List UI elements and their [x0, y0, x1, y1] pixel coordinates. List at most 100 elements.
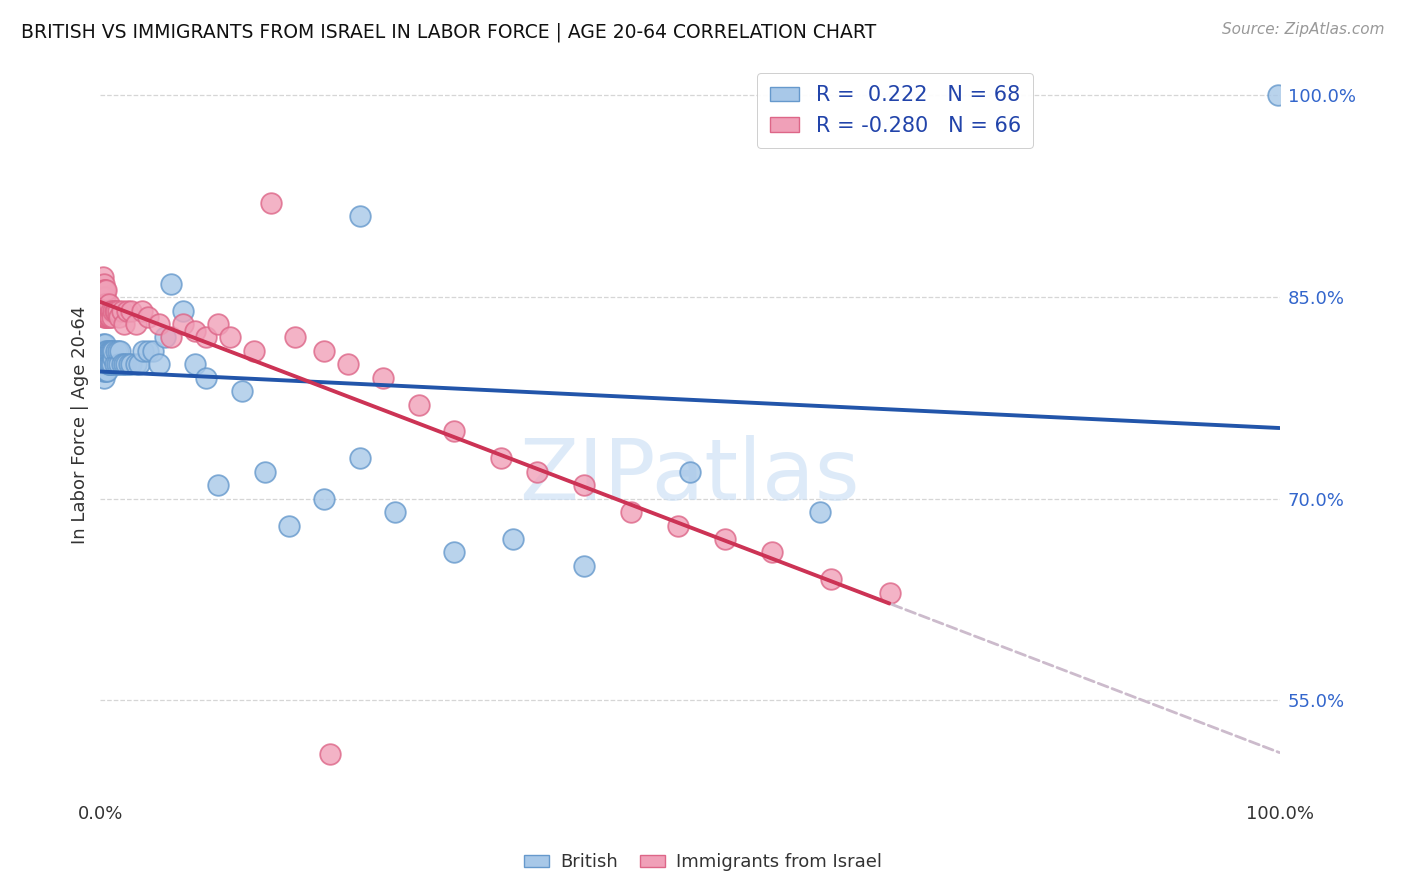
Point [103, 357, 125, 371]
Point [314, 491, 336, 506]
Point [112, 357, 135, 371]
Point [443, 545, 465, 559]
Point [408, 398, 430, 412]
Point [142, 343, 165, 358]
Point [93, 357, 115, 371]
Point [136, 343, 159, 358]
Point [93, 297, 115, 311]
Point [94, 357, 117, 371]
Point [572, 478, 595, 492]
Point [666, 518, 689, 533]
Point [101, 357, 124, 371]
Point [91, 351, 114, 365]
Point [231, 384, 253, 399]
Point [107, 303, 129, 318]
Point [91, 297, 114, 311]
Point [96, 343, 118, 358]
Point [136, 310, 159, 325]
Point [101, 343, 124, 358]
Point [94, 303, 117, 318]
Point [103, 351, 125, 365]
Point [98, 310, 121, 325]
Point [96, 364, 118, 378]
Point [242, 343, 264, 358]
Point [96, 284, 118, 298]
Point [879, 586, 901, 600]
Point [384, 505, 406, 519]
Point [94, 351, 117, 365]
Point [96, 343, 118, 358]
Point [91, 337, 114, 351]
Point [94, 343, 117, 358]
Point [98, 357, 121, 371]
Point [94, 337, 117, 351]
Point [98, 343, 121, 358]
Point [103, 303, 125, 318]
Text: BRITISH VS IMMIGRANTS FROM ISRAEL IN LABOR FORCE | AGE 20-64 CORRELATION CHART: BRITISH VS IMMIGRANTS FROM ISRAEL IN LAB… [21, 22, 876, 42]
Point [679, 465, 702, 479]
Legend: British, Immigrants from Israel: British, Immigrants from Israel [517, 847, 889, 879]
Point [572, 558, 595, 573]
Point [110, 343, 132, 358]
Point [120, 303, 142, 318]
Point [97, 357, 120, 371]
Point [254, 465, 277, 479]
Point [108, 310, 131, 325]
Point [105, 357, 128, 371]
Point [502, 532, 524, 546]
Point [91, 364, 114, 378]
Point [96, 351, 118, 365]
Point [93, 357, 115, 371]
Point [808, 505, 831, 519]
Point [90, 343, 112, 358]
Point [96, 303, 118, 318]
Point [284, 330, 307, 344]
Point [195, 370, 218, 384]
Point [90, 357, 112, 371]
Point [336, 357, 359, 371]
Point [97, 310, 120, 325]
Legend: R =  0.222   N = 68, R = -0.280   N = 66: R = 0.222 N = 68, R = -0.280 N = 66 [758, 73, 1033, 148]
Text: Source: ZipAtlas.com: Source: ZipAtlas.com [1222, 22, 1385, 37]
Point [96, 364, 118, 378]
Point [443, 425, 465, 439]
Point [260, 196, 283, 211]
Point [104, 303, 127, 318]
Point [93, 284, 115, 298]
Point [125, 317, 148, 331]
Text: ZIPatlas: ZIPatlas [520, 435, 860, 518]
Point [128, 357, 150, 371]
Point [373, 370, 395, 384]
Point [278, 518, 301, 533]
Point [172, 317, 194, 331]
Point [207, 478, 229, 492]
Point [155, 330, 177, 344]
Point [93, 364, 115, 378]
Point [93, 277, 115, 291]
Point [94, 297, 117, 311]
Point [761, 545, 783, 559]
Point [314, 343, 336, 358]
Point [90, 290, 112, 304]
Point [195, 330, 218, 344]
Point [107, 343, 129, 358]
Point [93, 290, 115, 304]
Point [103, 343, 125, 358]
Point [91, 284, 114, 298]
Point [93, 343, 115, 358]
Point [820, 572, 842, 586]
Point [97, 303, 120, 318]
Point [349, 210, 371, 224]
Point [108, 357, 131, 371]
Point [100, 303, 122, 318]
Point [132, 343, 155, 358]
Point [97, 343, 120, 358]
Point [120, 357, 142, 371]
Point [491, 451, 513, 466]
Point [96, 303, 118, 318]
Point [349, 451, 371, 466]
Point [714, 532, 737, 546]
Point [526, 465, 548, 479]
Point [620, 505, 643, 519]
Point [100, 343, 122, 358]
